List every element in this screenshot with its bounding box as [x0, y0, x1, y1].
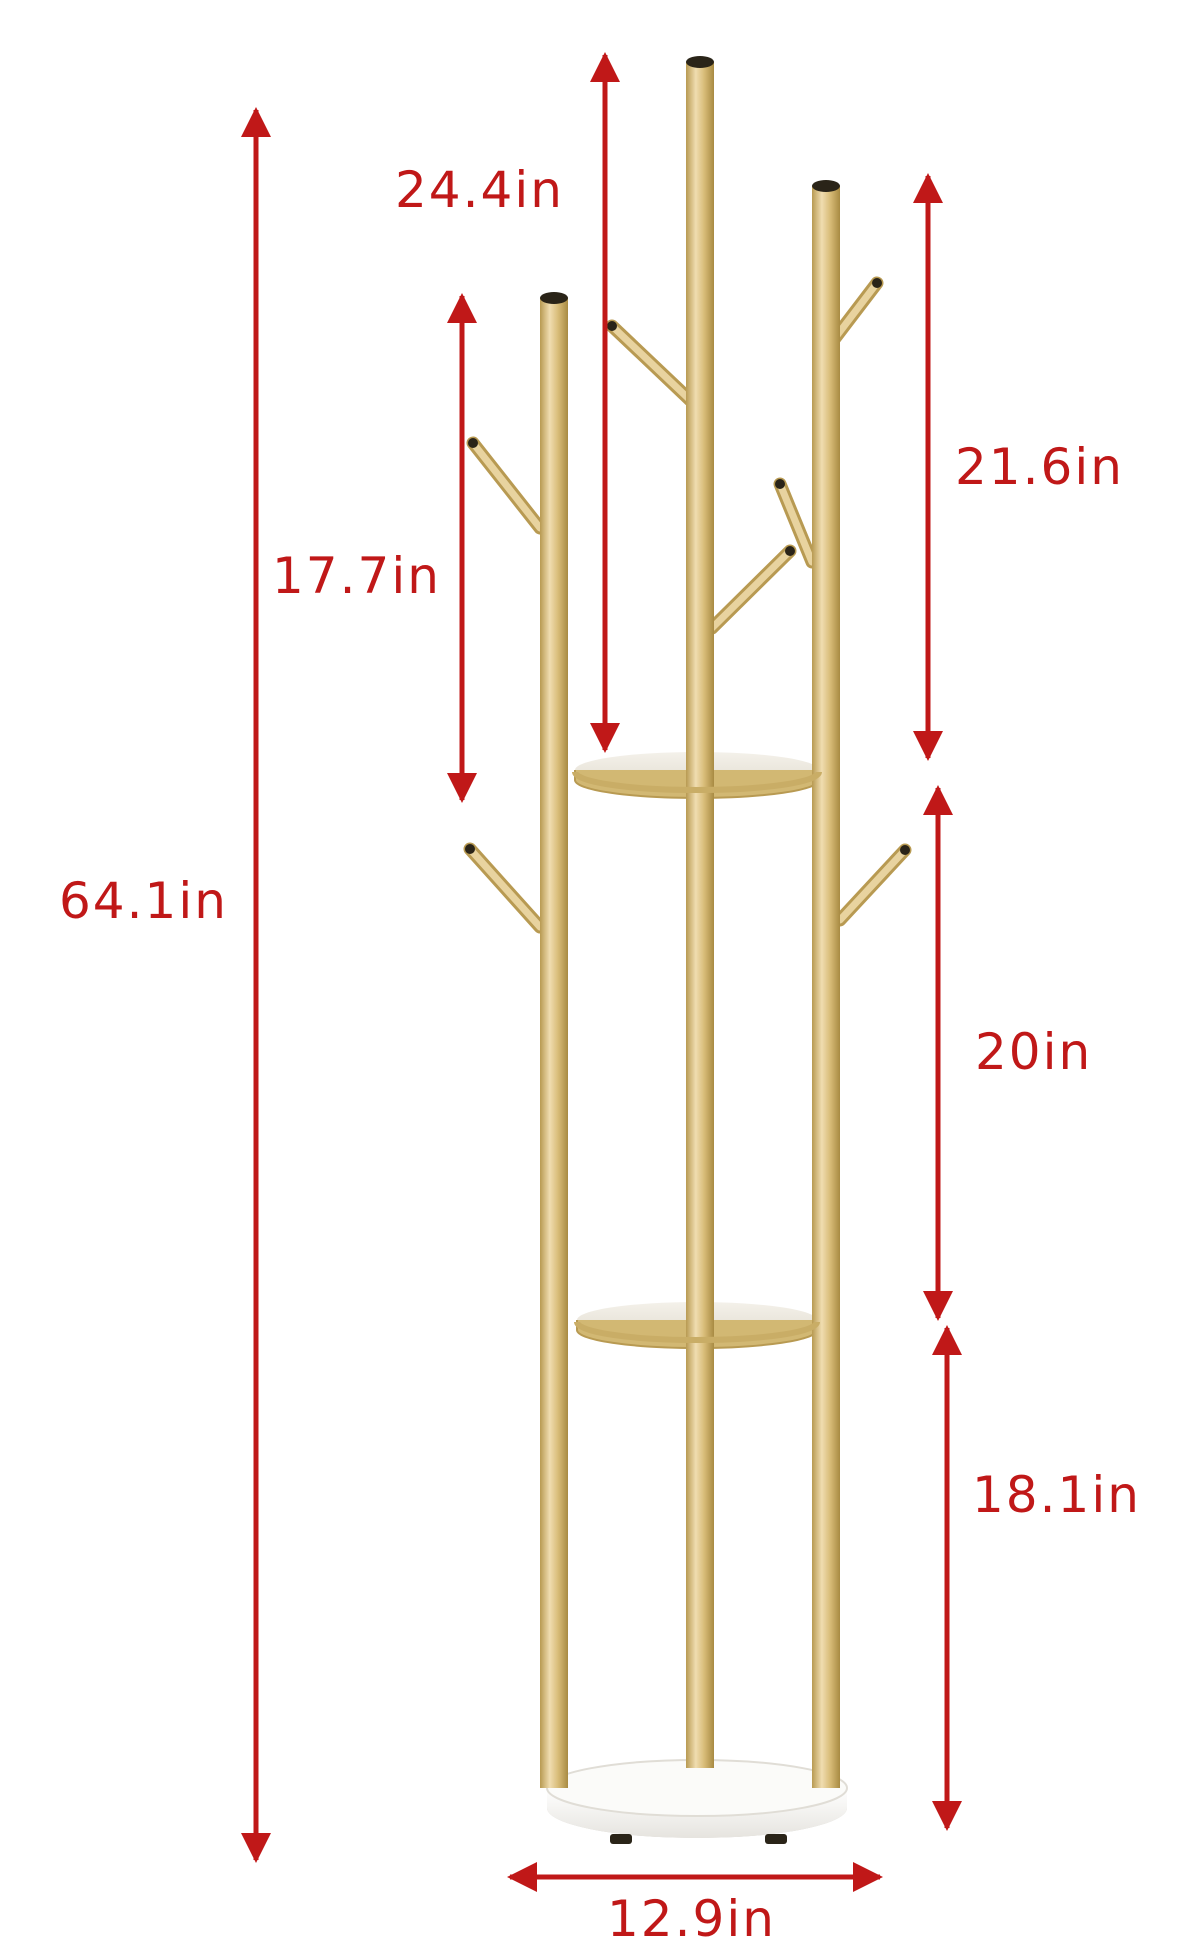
hook-right-lower	[833, 843, 912, 927]
center-top-label: 24.4in	[395, 161, 564, 219]
hook-center-upper	[605, 319, 697, 407]
base-foot	[610, 1834, 632, 1844]
dimension-arrows	[241, 52, 962, 1892]
bottom-section-label: 18.1in	[972, 1466, 1141, 1524]
pole-left	[540, 292, 568, 1788]
pole-center	[686, 56, 714, 1768]
poles	[540, 56, 840, 1788]
pole-right	[812, 180, 840, 1788]
total-height-label: 64.1in	[59, 872, 228, 930]
hook-left-upper	[466, 436, 547, 535]
hook-left-lower	[463, 842, 547, 934]
right-top-label: 21.6in	[955, 438, 1124, 496]
middle-section-label: 20in	[975, 1023, 1093, 1081]
round-base	[546, 1759, 848, 1844]
base-width-label: 12.9in	[607, 1890, 776, 1948]
left-top-label: 17.7in	[272, 547, 441, 605]
hook-center-lower	[705, 544, 797, 635]
hook-right-mid	[773, 477, 819, 569]
base-foot	[765, 1834, 787, 1844]
